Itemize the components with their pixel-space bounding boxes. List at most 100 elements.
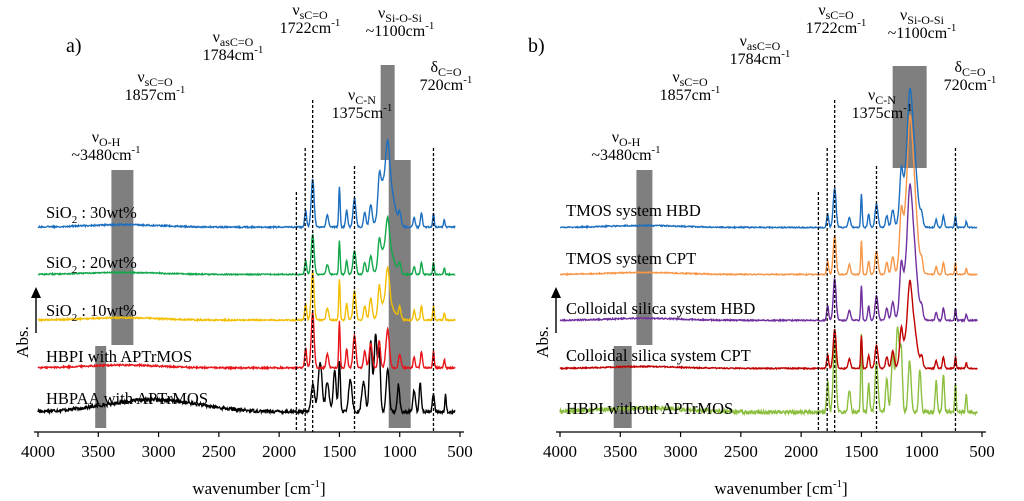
series-label-text: HBPAA with APTrMOS bbox=[46, 389, 208, 408]
peak-symbol: ν bbox=[868, 87, 875, 104]
spectrum-line bbox=[559, 326, 978, 417]
series-label-sub: 2 bbox=[72, 312, 78, 324]
series-label: TMOS system CPT bbox=[566, 249, 696, 268]
peak-annotation-symbol: νsC=O bbox=[672, 69, 708, 89]
panel-a-chart: 4000 3500 3000 2500 2000 1500 1000 500 wavenumbe… bbox=[13, 2, 473, 498]
series-label-text: SiO bbox=[46, 301, 72, 320]
x-tick-label: 3500 bbox=[603, 442, 637, 461]
peak-value-sup: -1 bbox=[425, 20, 434, 32]
spectrum-line bbox=[37, 333, 456, 416]
peak-annotation-value: 1784cm-1 bbox=[203, 44, 264, 64]
absorption-band-marker bbox=[111, 170, 134, 345]
peak-annotation-symbol: νsC=O bbox=[818, 2, 854, 22]
peak-symbol-sub: sC=O bbox=[300, 8, 328, 22]
peak-annotation-symbol: δC=O bbox=[431, 59, 462, 79]
x-tick-label: 1500 bbox=[844, 442, 878, 461]
series-label-text: TMOS system HBD bbox=[566, 201, 701, 220]
absorption-band-marker bbox=[380, 65, 395, 160]
panel-b-chart: 4000 3500 3000 2500 2000 1500 1000 500 wavenumbe… bbox=[528, 2, 996, 498]
peak-annotation-value: 720cm-1 bbox=[420, 74, 473, 94]
x-axis-title: wavenumber [cm-1] bbox=[714, 478, 847, 498]
series-label-text: Colloidal silica system HBD bbox=[566, 299, 755, 318]
spectrum-line bbox=[559, 183, 978, 323]
series-label-text: Colloidal silica system CPT bbox=[566, 346, 751, 365]
peak-value-sup: -1 bbox=[176, 84, 185, 96]
peak-value-sup: -1 bbox=[254, 44, 263, 56]
spectrum-line bbox=[37, 311, 456, 371]
peak-symbol: ν bbox=[672, 69, 679, 86]
peak-symbol-sub: C-N bbox=[875, 93, 896, 107]
x-axis-title-text: wavenumber [cm bbox=[192, 479, 310, 498]
peak-value-sup: -1 bbox=[947, 22, 956, 34]
peak-value: 720cm bbox=[944, 77, 988, 94]
peak-symbol-sub: sC=O bbox=[145, 75, 173, 89]
peak-symbol: ν bbox=[612, 129, 619, 146]
peak-value: 1857cm bbox=[660, 87, 712, 104]
peak-annotation-value: ~1100cm-1 bbox=[366, 20, 435, 40]
x-axis-title-sup: -1 bbox=[833, 478, 842, 490]
peak-value: 1784cm bbox=[203, 47, 255, 64]
peak-value-sup: -1 bbox=[652, 144, 661, 156]
x-tick-label: 4000 bbox=[543, 442, 577, 461]
peak-annotation-value: 1722cm-1 bbox=[280, 17, 341, 37]
peak-symbol-sub: asC=O bbox=[747, 39, 781, 53]
peak-symbol-sub: C-N bbox=[355, 93, 376, 107]
series-label: HBPAA with APTrMOS bbox=[46, 389, 208, 408]
peak-value: ~3480cm bbox=[71, 147, 132, 164]
x-tick-label: 500 bbox=[969, 442, 995, 461]
series-label-text: SiO bbox=[46, 203, 72, 222]
peak-symbol: ν bbox=[92, 129, 99, 146]
peak-symbol-sub: O-H bbox=[99, 135, 121, 149]
x-tick-label: 3000 bbox=[142, 442, 176, 461]
spectrum-line bbox=[37, 214, 456, 277]
y-axis-title: Abs. bbox=[533, 326, 552, 358]
peak-value-sup: -1 bbox=[903, 102, 912, 114]
spectrum-line bbox=[559, 87, 978, 230]
peak-annotation-symbol: νsC=O bbox=[292, 2, 328, 22]
peak-annotation-symbol: νSi-O-Si bbox=[378, 5, 423, 25]
peak-symbol: ν bbox=[292, 2, 299, 19]
x-axis-title-text: wavenumber [cm bbox=[714, 479, 832, 498]
peak-value: ~3480cm bbox=[591, 147, 652, 164]
peak-value-sup: -1 bbox=[463, 74, 472, 86]
peak-value: 1375cm bbox=[332, 105, 384, 122]
spectrum-line bbox=[37, 139, 456, 230]
series-label-rest: : 30wt% bbox=[77, 203, 137, 222]
series-label-sub: 2 bbox=[72, 264, 78, 276]
peak-symbol-sub: O-H bbox=[619, 135, 641, 149]
x-tick-label: 500 bbox=[447, 442, 473, 461]
peak-value: ~1100cm bbox=[366, 23, 426, 40]
spectrum-line bbox=[559, 279, 978, 371]
series-label: HBPI without APTrMOS bbox=[566, 399, 733, 418]
peak-symbol-sub: C=O bbox=[962, 65, 986, 79]
peak-value-sup: -1 bbox=[383, 102, 392, 114]
y-axis-arrow-head bbox=[31, 287, 41, 298]
absorption-band-marker bbox=[388, 160, 411, 428]
peak-annotation-symbol: νSi-O-Si bbox=[900, 7, 945, 27]
x-tick-label: 3000 bbox=[664, 442, 698, 461]
peak-annotation-symbol: δC=O bbox=[955, 59, 986, 79]
peak-symbol: ν bbox=[378, 5, 385, 22]
peak-annotation-symbol: νasC=O bbox=[213, 29, 254, 49]
x-tick-label: 2000 bbox=[262, 442, 296, 461]
absorption-band-marker bbox=[636, 170, 653, 345]
peak-annotation-value: ~3480cm-1 bbox=[71, 144, 140, 164]
peak-annotation-symbol: νsC=O bbox=[137, 69, 173, 89]
peak-symbol: ν bbox=[348, 87, 355, 104]
peak-value: 1857cm bbox=[125, 87, 177, 104]
x-tick-label: 4000 bbox=[21, 442, 55, 461]
peak-annotation-value: 1722cm-1 bbox=[806, 17, 867, 37]
series-label: SiO2 : 30wt% bbox=[46, 203, 137, 226]
peak-symbol: ν bbox=[740, 33, 747, 50]
peak-annotation-value: 1375cm-1 bbox=[852, 102, 913, 122]
series-label-sub: 2 bbox=[72, 214, 78, 226]
peak-symbol: δ bbox=[431, 59, 439, 76]
peak-annotation-value: 1784cm-1 bbox=[730, 48, 791, 68]
series-label: SiO2 : 20wt% bbox=[46, 253, 137, 276]
peak-value-sup: -1 bbox=[132, 144, 141, 156]
spectrum-line bbox=[37, 265, 456, 323]
series-label: Colloidal silica system HBD bbox=[566, 299, 755, 318]
peak-value-sup: -1 bbox=[987, 74, 996, 86]
x-tick-label: 1000 bbox=[383, 442, 417, 461]
